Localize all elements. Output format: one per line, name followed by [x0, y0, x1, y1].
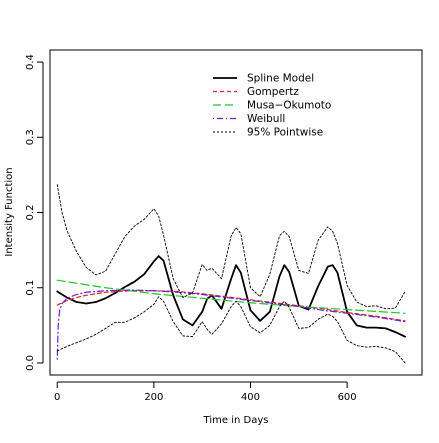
legend-label: Weibull — [247, 113, 285, 125]
y-tick-label: 0.0 — [25, 355, 36, 371]
x-tick-label: 600 — [338, 392, 357, 403]
plot-area-frame — [49, 49, 423, 376]
series-line-95-pointwise — [56, 184, 406, 310]
legend-label: 95% Pointwise — [247, 127, 323, 139]
x-tick-label: 400 — [241, 392, 260, 403]
series-line-gompertz — [56, 290, 406, 322]
y-tick-label: 0.1 — [25, 280, 36, 296]
y-tick-label: 0.2 — [25, 205, 36, 221]
y-axis: 0.0 0.1 0.2 0.3 0.4 — [25, 54, 44, 371]
x-tick-label: 200 — [144, 392, 163, 403]
series-line-musa-okumoto — [56, 279, 406, 314]
series-layer — [56, 184, 406, 364]
legend-label: Spline Model — [247, 73, 314, 85]
x-axis: 0 200 400 600 — [54, 381, 357, 403]
legend-label: Musa−Okumoto — [247, 100, 331, 112]
x-axis-label: Time in Days — [203, 415, 269, 426]
y-tick-label: 0.4 — [25, 54, 36, 70]
series-line-95-pointwise-lower — [56, 296, 406, 364]
series-line-spline-model — [56, 255, 406, 338]
legend-label: Gompertz — [247, 86, 299, 98]
x-tick-label: 0 — [54, 392, 60, 403]
series-line-weibull — [56, 289, 406, 360]
y-tick-label: 0.3 — [25, 129, 36, 145]
y-axis-label: Intensity Function — [4, 167, 15, 256]
